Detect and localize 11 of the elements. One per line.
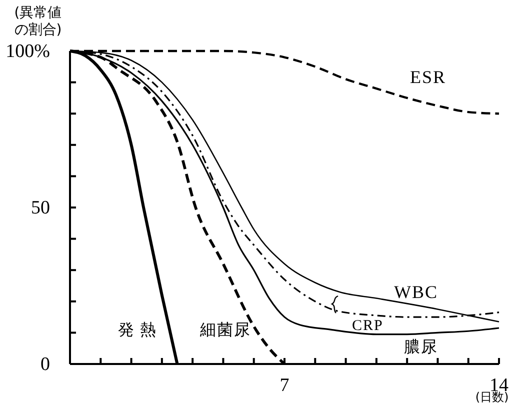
y-tick-label: 100% — [6, 41, 50, 62]
series-label: ESR — [410, 67, 446, 87]
series-label: 細菌尿 — [199, 320, 251, 339]
y-tick-label: 50 — [31, 198, 50, 219]
series-label: WBC — [394, 282, 438, 302]
series-label: 膿尿 — [404, 337, 438, 356]
x-tick-label: 7 — [280, 375, 290, 396]
y-tick-label: 0 — [40, 354, 50, 376]
series-label: CRP — [352, 318, 384, 334]
series-label: 発熱 — [118, 320, 162, 339]
y-axis-title: (異常値の割合) — [14, 5, 62, 38]
